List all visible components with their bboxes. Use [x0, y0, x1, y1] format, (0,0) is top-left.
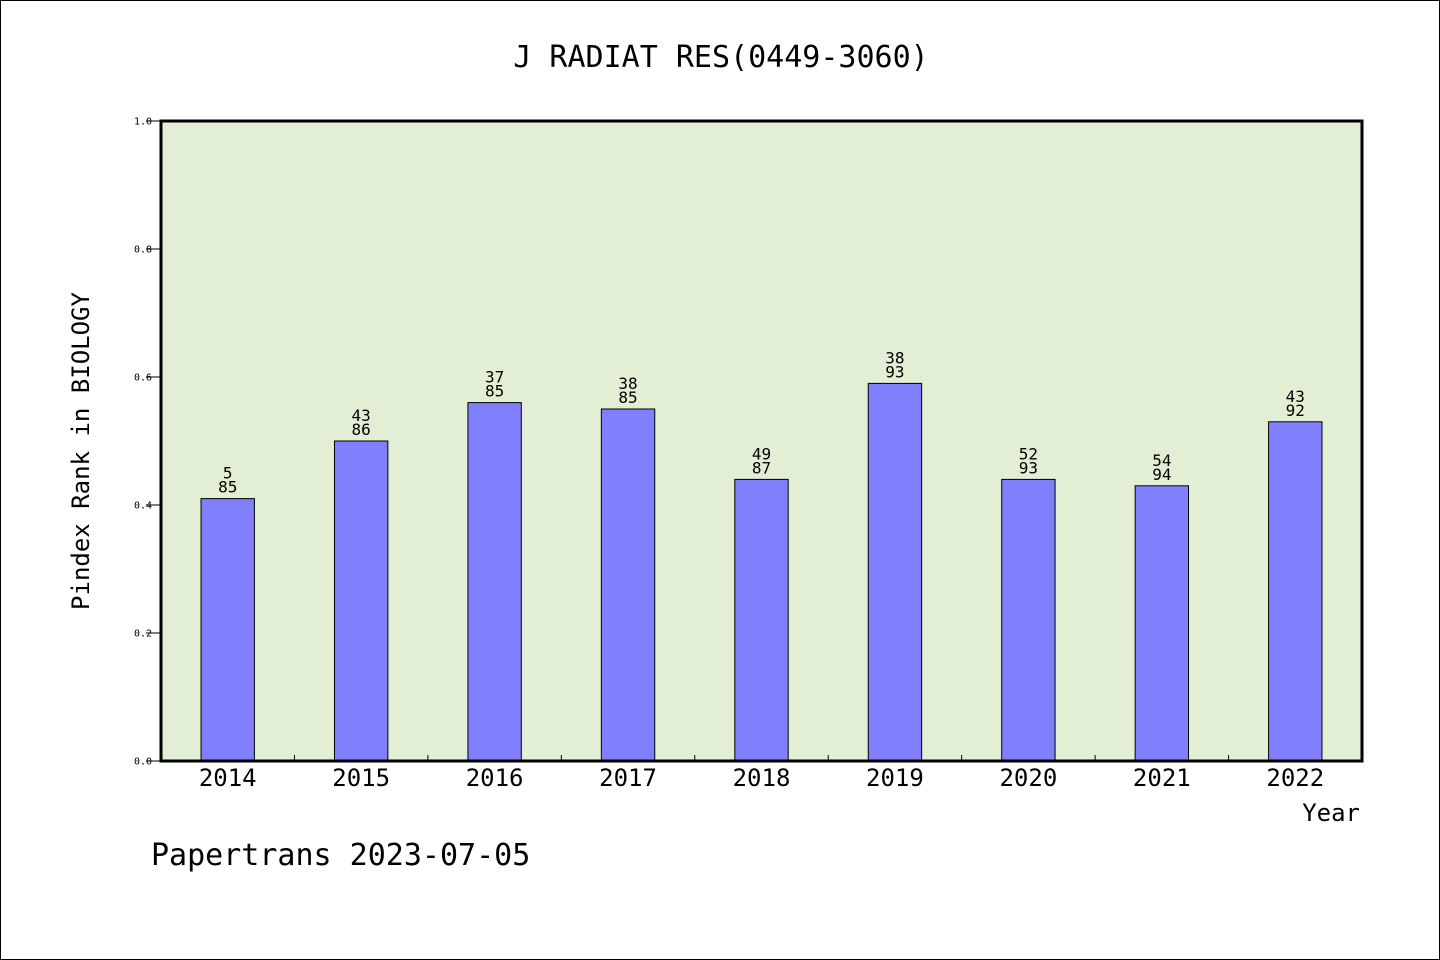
chart-title: J RADIAT RES(0449-3060)	[513, 40, 928, 75]
x-tick-label: 2016	[466, 764, 524, 792]
bar	[1268, 421, 1323, 762]
bars	[200, 382, 1323, 762]
data-label-bottom: 93	[885, 362, 904, 381]
bar	[200, 498, 255, 762]
x-tick-label: 2020	[999, 764, 1057, 792]
y-tick-label: 0.4	[134, 501, 152, 512]
footer-watermark: Papertrans 2023-07-05	[151, 838, 530, 873]
y-tick-label: 0.2	[134, 629, 152, 640]
x-tick-label: 2014	[199, 764, 257, 792]
y-axis-label: Pindex Rank in BIOLOGY	[67, 292, 95, 610]
bar	[467, 402, 522, 762]
x-tick-label: 2022	[1266, 764, 1324, 792]
y-tick-label: 0.8	[134, 245, 152, 256]
data-label-top: 49	[752, 444, 771, 463]
data-label-bottom: 94	[1152, 465, 1171, 484]
x-tick-label: 2015	[332, 764, 390, 792]
x-tick-label: 2019	[866, 764, 924, 792]
data-label-bottom: 92	[1286, 401, 1305, 420]
bar	[333, 440, 389, 762]
y-tick-label: 0.6	[134, 373, 152, 384]
bar	[600, 408, 656, 762]
x-tick-label: 2017	[599, 764, 657, 792]
data-label-bottom: 85	[218, 478, 237, 497]
bar	[867, 382, 923, 762]
bar	[734, 478, 789, 762]
plot-border	[159, 119, 1364, 763]
bar	[1134, 485, 1190, 762]
y-tick-label: 0.0	[134, 757, 152, 768]
bar	[1001, 478, 1056, 762]
data-label-bottom: 86	[352, 420, 371, 439]
data-label-top: 43	[1286, 387, 1305, 406]
data-label-top: 38	[885, 348, 904, 367]
x-axis-label: Year	[1302, 799, 1360, 827]
data-label-bottom: 93	[1019, 458, 1038, 477]
data-label-top: 5	[223, 464, 233, 483]
data-label-top: 52	[1019, 444, 1038, 463]
x-tick-label: 2018	[733, 764, 791, 792]
x-axis: 2014 2015 2016 2017 2018 2019 2020 2021 2022	[199, 755, 1324, 792]
y-tick-label: 1.0	[134, 117, 152, 128]
data-label-bottom: 85	[485, 382, 504, 401]
data-label-top: 37	[485, 368, 504, 387]
data-label-top: 38	[618, 374, 637, 393]
data-label-top: 43	[352, 406, 371, 425]
y-axis: 0.0 0.2 0.4 0.6 0.8 1.0	[134, 117, 161, 768]
data-label-bottom: 87	[752, 458, 771, 477]
x-tick-label: 2021	[1133, 764, 1191, 792]
data-label-top: 54	[1152, 451, 1171, 470]
data-label-bottom: 85	[618, 388, 637, 407]
